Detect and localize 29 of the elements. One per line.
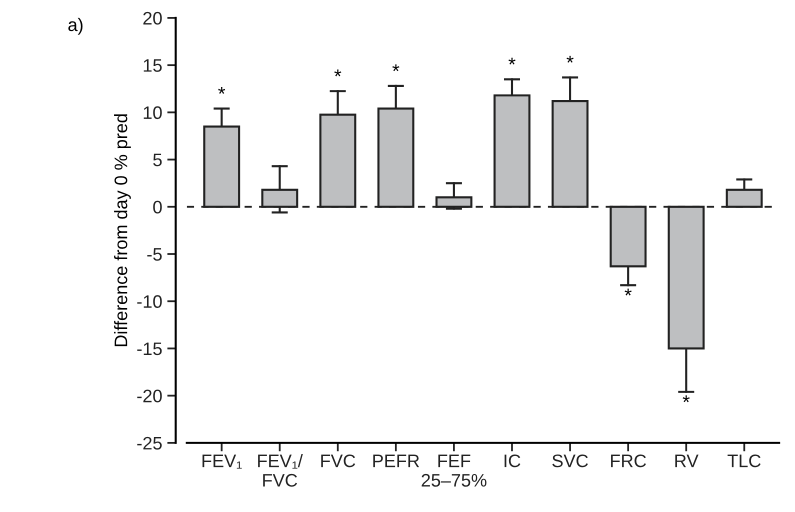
annotation: * <box>624 288 632 296</box>
x-tick-label: FEF 25–75% <box>422 454 486 487</box>
text: a) <box>68 18 83 35</box>
y-tick-label: -20 <box>137 390 162 402</box>
x-tick-label: PEFR <box>373 454 420 468</box>
x-tick-label: FVC <box>321 454 356 468</box>
x-tick-label: SVC <box>552 454 588 468</box>
x-tick-label: FRC <box>611 454 646 468</box>
annotation: * <box>508 58 516 65</box>
y-tick-label: 20 <box>143 12 162 25</box>
y-tick-label: -10 <box>137 295 162 308</box>
y-tick-label: -5 <box>147 248 162 261</box>
y-tick-label: 10 <box>144 106 162 120</box>
x-tick-label: TLC <box>728 454 761 468</box>
y-tick-label: 5 <box>153 154 162 166</box>
x-tick-label: RV <box>675 454 698 468</box>
annotation: * <box>392 64 400 72</box>
x-tick-label: FEV₁/ FVC <box>258 454 303 487</box>
y-axis-title: Difference from day 0 % pred <box>114 114 131 346</box>
y-tick-label: -25 <box>137 436 162 450</box>
y-tick-label: 15 <box>144 59 162 72</box>
y-tick-label: 0 <box>153 200 162 214</box>
annotation: * <box>334 70 342 76</box>
annotation: * <box>566 56 574 63</box>
y-tick-label: -15 <box>137 342 162 356</box>
annotation: * <box>218 87 226 94</box>
x-tick-label: FEV₁ <box>202 454 242 469</box>
x-tick-label: IC <box>504 454 520 468</box>
annotation: * <box>682 395 690 402</box>
